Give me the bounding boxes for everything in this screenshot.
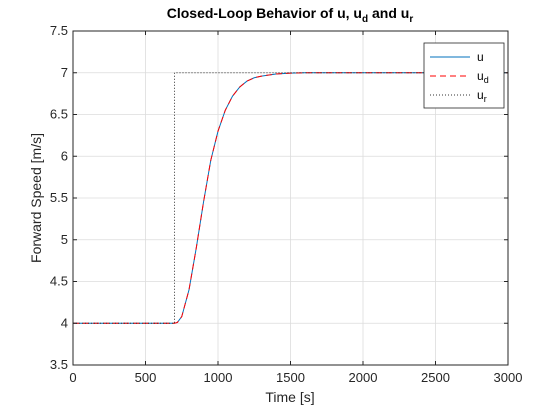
chart-title: Closed-Loop Behavior of u, ud and ur — [167, 5, 414, 25]
x-tick-label: 1500 — [276, 370, 305, 385]
x-tick-label: 3000 — [494, 370, 523, 385]
x-axis-label: Time [s] — [265, 389, 314, 405]
y-tick-label: 6.5 — [50, 107, 68, 122]
y-axis-label: Forward Speed [m/s] — [28, 133, 44, 263]
y-tick-label: 5 — [61, 232, 68, 247]
title-part-main: Closed-Loop Behavior of u, u — [167, 5, 362, 21]
x-tick-label: 1000 — [204, 370, 233, 385]
x-tick-label: 2500 — [421, 370, 450, 385]
y-tick-label: 7 — [61, 65, 68, 80]
x-tick-label: 2000 — [349, 370, 378, 385]
legend-ud-sub: d — [484, 75, 489, 85]
y-tick-label: 7.5 — [50, 23, 68, 38]
legend-ud-main: u — [477, 69, 484, 83]
x-tick-label: 0 — [69, 370, 76, 385]
legend-label-u: u — [477, 50, 484, 64]
title-sub-r: r — [409, 14, 413, 25]
y-tick-label: 6 — [61, 148, 68, 163]
title-part-and: and u — [368, 5, 409, 21]
legend-ur-sub: r — [484, 94, 487, 104]
y-tick-label: 4 — [61, 315, 68, 330]
x-tick-label: 500 — [135, 370, 157, 385]
y-tick-label: 4.5 — [50, 274, 68, 289]
legend-ur-main: u — [477, 88, 484, 102]
y-tick-label: 3.5 — [50, 357, 68, 372]
y-tick-label: 5.5 — [50, 190, 68, 205]
legend: u ud ur — [424, 43, 504, 108]
